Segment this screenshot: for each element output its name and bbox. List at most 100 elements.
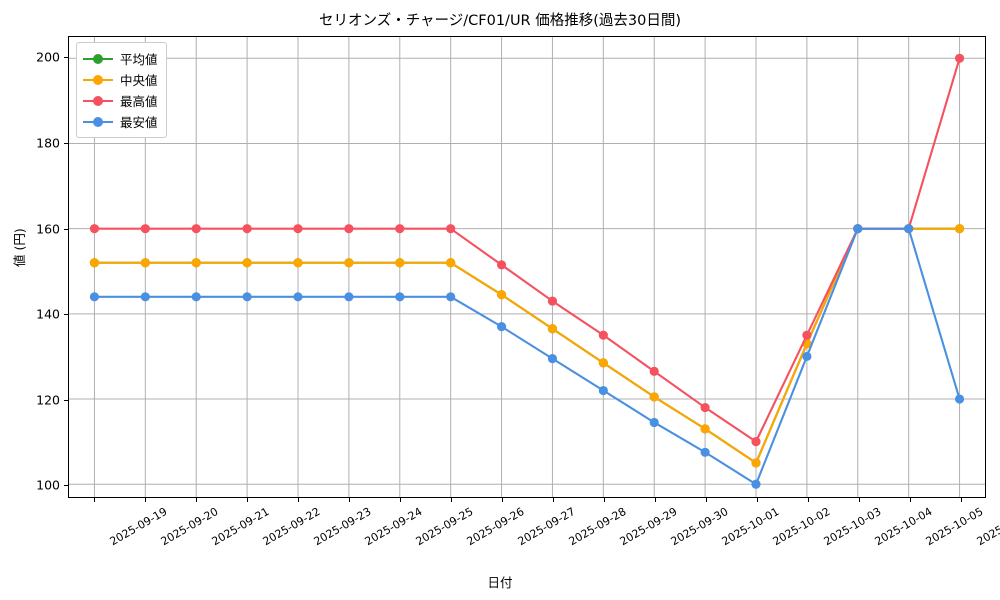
chart-title: セリオンズ・チャージ/CF01/UR 価格推移(過去30日間) [318, 13, 682, 29]
data-point [954, 394, 965, 404]
x-tick-mark [246, 498, 248, 502]
data-point [954, 224, 965, 234]
x-tick-label: 2025-09-22 [260, 505, 322, 549]
data-point [547, 296, 558, 306]
x-tick-mark [501, 498, 503, 502]
x-tick-mark [705, 498, 707, 502]
x-tick-label: 2025-10-04 [872, 505, 934, 549]
series-group [89, 53, 965, 489]
data-point [242, 224, 252, 234]
data-point [700, 402, 710, 413]
y-tick-label: 200 [36, 49, 60, 65]
x-tick-label: 2025-09-28 [566, 505, 628, 549]
y-tick-mark [64, 142, 68, 145]
x-tick-label: 2025-09-29 [617, 505, 679, 549]
y-tick-mark [64, 399, 68, 401]
legend-swatch-icon [83, 94, 113, 108]
legend-item-平均値[interactable]: 平均値 [83, 48, 158, 69]
data-point [191, 258, 201, 268]
data-point [344, 224, 354, 234]
data-point [89, 224, 100, 234]
x-tick-label: 2025-09-26 [464, 505, 526, 549]
legend-item-最安値[interactable]: 最安値 [83, 111, 158, 132]
data-point [496, 260, 507, 270]
x-tick-mark [756, 498, 758, 502]
x-tick-label: 2025-09-24 [362, 505, 424, 549]
y-tick-mark [64, 314, 68, 316]
data-point [191, 292, 201, 302]
data-point [446, 224, 456, 234]
data-point [140, 224, 150, 234]
series-最高値 [89, 53, 965, 447]
data-point [547, 353, 558, 364]
data-point [89, 258, 100, 268]
data-point [293, 224, 303, 234]
chart-canvas [69, 37, 985, 497]
y-tick-mark [64, 485, 68, 487]
data-point [649, 417, 659, 428]
data-point [751, 437, 761, 447]
data-point [802, 330, 812, 340]
data-point [242, 258, 252, 268]
data-point [140, 258, 150, 268]
data-point [446, 292, 456, 302]
legend-swatch-icon [83, 52, 113, 66]
data-point [293, 258, 303, 268]
x-tick-mark [144, 498, 146, 502]
data-point [598, 385, 608, 396]
grid-lines [69, 37, 985, 497]
series-最安値 [89, 224, 965, 489]
series-line [93, 227, 961, 464]
legend-item-最高値[interactable]: 最高値 [83, 90, 158, 111]
data-point [293, 292, 303, 302]
data-point [242, 292, 252, 302]
x-tick-mark [960, 498, 962, 502]
x-tick-mark [603, 498, 605, 502]
x-tick-label: 2025-10-01 [719, 505, 781, 549]
data-point [140, 292, 150, 302]
data-point [598, 358, 608, 368]
series-line [93, 57, 961, 443]
data-point [344, 258, 354, 268]
x-tick-mark [399, 498, 401, 502]
y-tick-label: 120 [36, 392, 60, 408]
x-tick-label: 2025-10-03 [821, 505, 883, 549]
series-中央値 [89, 224, 965, 468]
x-axis-label: 日付 [487, 575, 513, 590]
legend-item-label: 最高値 [120, 94, 158, 109]
x-tick-label: 2025-09-19 [107, 505, 169, 549]
data-point [547, 324, 558, 334]
y-tick-label: 180 [36, 135, 60, 151]
data-point [496, 290, 507, 300]
legend-item-label: 中央値 [120, 73, 158, 88]
data-point [802, 351, 812, 362]
y-tick-label: 140 [36, 306, 60, 322]
x-tick-mark [807, 498, 809, 502]
legend-item-中央値[interactable]: 中央値 [83, 69, 158, 90]
legend-swatch-icon [83, 115, 113, 129]
data-point [395, 292, 405, 302]
y-tick-label: 100 [36, 477, 60, 493]
chart-legend: 平均値中央値最高値最安値 [76, 42, 167, 138]
x-tick-label: 2025-09-23 [311, 505, 373, 549]
y-tick-mark [64, 228, 68, 230]
legend-item-label: 平均値 [120, 52, 158, 67]
data-point [700, 424, 710, 434]
series-line [93, 227, 961, 486]
data-point [954, 53, 965, 63]
x-tick-mark [858, 498, 860, 502]
data-point [853, 224, 863, 234]
x-tick-mark [450, 498, 452, 502]
data-point [191, 224, 201, 234]
x-tick-label: 2025-09-20 [158, 505, 220, 549]
x-tick-label: 2025-10-02 [770, 505, 832, 549]
x-tick-label: 2025-09-27 [515, 505, 577, 549]
x-tick-mark [297, 498, 299, 502]
data-point [446, 258, 456, 268]
legend-swatch-icon [83, 73, 113, 87]
y-tick-mark [64, 57, 68, 59]
data-point [751, 458, 761, 468]
x-tick-label: 2025-09-21 [209, 505, 271, 549]
x-tick-mark [909, 498, 911, 502]
